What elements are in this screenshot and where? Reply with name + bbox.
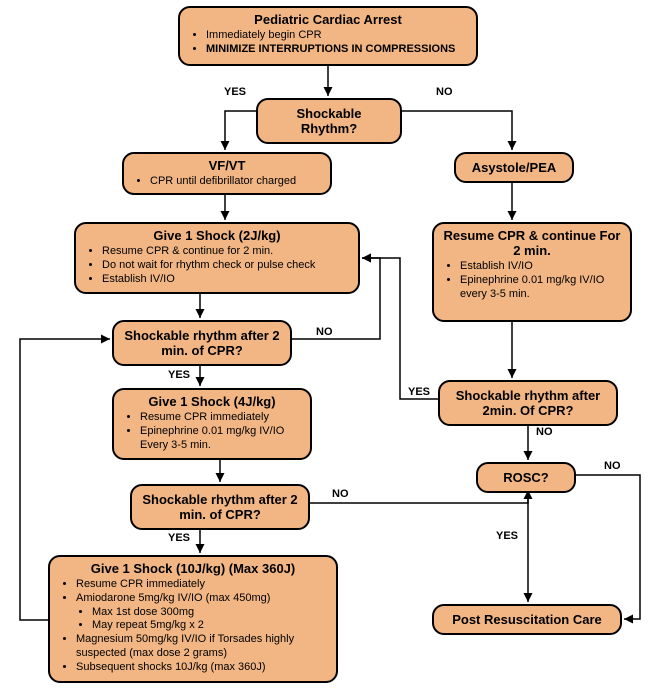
node-title: Shockable Rhythm? [268, 106, 390, 136]
node-n13: Post Resuscitation Care [432, 604, 622, 635]
node-n7: Shockable rhythm after 2 min. of CPR? [112, 320, 292, 366]
node-title: Give 1 Shock (4J/kg) [122, 394, 302, 409]
label-yes: YES [224, 86, 246, 98]
node-bullets: Resume CPR & continue for 2 min.Do not w… [84, 245, 350, 286]
node-title: ROSC? [488, 470, 564, 485]
node-title: Asystole/PEA [466, 160, 562, 175]
bullet: May repeat 5mg/kg x 2 [92, 619, 328, 633]
label-yes: YES [168, 369, 190, 381]
node-n12: Give 1 Shock (10J/kg) (Max 360J) Resume C… [48, 555, 338, 683]
bullet: Subsequent shocks 10J/kg (max 360J) [76, 661, 328, 675]
node-n3: VF/VT CPR until defibrillator charged [122, 152, 332, 195]
bullet: Immediately begin CPR [206, 29, 468, 43]
bullet: Max 1st dose 300mg [92, 606, 328, 620]
bullet: Do not wait for rhythm check or pulse ch… [102, 259, 350, 273]
node-n10: Shockable rhythm after 2 min. of CPR? [130, 484, 310, 530]
label-no: NO [332, 488, 349, 500]
node-bullets: CPR until defibrillator charged [132, 175, 322, 189]
bullet: Resume CPR immediately [76, 578, 328, 592]
node-n11: ROSC? [476, 462, 576, 493]
node-title: Shockable rhythm after 2min. Of CPR? [450, 388, 606, 418]
node-title: Pediatric Cardiac Arrest [188, 12, 468, 27]
node-bullets: Immediately begin CPRMINIMIZE INTERRUPTI… [188, 29, 468, 57]
node-title: Give 1 Shock (10J/kg) (Max 360J) [58, 561, 328, 576]
label-yes: YES [408, 386, 430, 398]
node-title: Give 1 Shock (2J/kg) [84, 228, 350, 243]
bullet: Establish IV/IO [102, 273, 350, 287]
node-title: Shockable rhythm after 2 min. of CPR? [142, 492, 298, 522]
node-title: Shockable rhythm after 2 min. of CPR? [124, 328, 280, 358]
node-n9: Shockable rhythm after 2min. Of CPR? [438, 380, 618, 426]
bullet: Resume CPR immediately [140, 411, 302, 425]
node-bullets: Resume CPR immediatelyEpinephrine 0.01 m… [122, 411, 302, 452]
node-n1: Pediatric Cardiac Arrest Immediately begi… [178, 6, 478, 66]
bullet: Magnesium 50mg/kg IV/IO if Torsades high… [76, 633, 328, 661]
label-no: NO [316, 326, 333, 338]
node-bullets: Establish IV/IOEpinephrine 0.01 mg/kg IV… [442, 260, 622, 301]
label-yes: YES [168, 532, 190, 544]
label-no: NO [604, 460, 621, 472]
bullet: Epinephrine 0.01 mg/kg IV/IO Every 3-5 m… [140, 425, 302, 453]
bullet: Epinephrine 0.01 mg/kg IV/IO every 3-5 m… [460, 274, 622, 302]
node-n4: Asystole/PEA [454, 152, 574, 183]
node-n8: Give 1 Shock (4J/kg) Resume CPR immediate… [112, 388, 312, 460]
node-title: Resume CPR & continue For 2 min. [442, 228, 622, 258]
label-no: NO [536, 426, 553, 438]
node-n5: Give 1 Shock (2J/kg) Resume CPR & continu… [74, 222, 360, 294]
node-title: Post Resuscitation Care [444, 612, 610, 627]
bullet: Resume CPR & continue for 2 min. [102, 245, 350, 259]
bullet: Establish IV/IO [460, 260, 622, 274]
node-bullets: Resume CPR immediatelyAmiodarone 5mg/kg … [58, 578, 328, 674]
node-n2: Shockable Rhythm? [256, 98, 402, 144]
bullet: CPR until defibrillator charged [150, 175, 322, 189]
label-yes: YES [496, 530, 518, 542]
bullet: MINIMIZE INTERRUPTIONS IN COMPRESSIONS [206, 43, 468, 57]
label-no: NO [436, 86, 453, 98]
node-n6: Resume CPR & continue For 2 min.Establis… [432, 222, 632, 322]
bullet: Amiodarone 5mg/kg IV/IO (max 450mg) [76, 592, 328, 606]
node-title: VF/VT [132, 158, 322, 173]
